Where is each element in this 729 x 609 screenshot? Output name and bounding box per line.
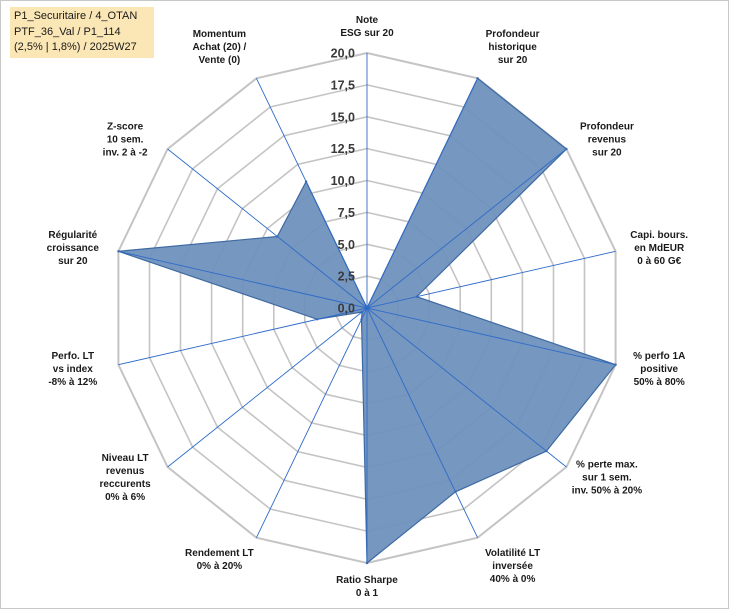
axis-label-line: Achat (20) / bbox=[192, 42, 246, 53]
tick-label-8: 20,0 bbox=[331, 47, 355, 61]
axis-label-line: Rendement LT bbox=[185, 548, 254, 559]
header-line-2: PTF_36_Val / P1_114 bbox=[14, 25, 121, 38]
axis-label-9: Niveau LT revenus reccurents 0% à 6% bbox=[100, 453, 152, 503]
tick-label-0: 0,0 bbox=[338, 302, 355, 316]
axis-label-line: sur 20 bbox=[498, 55, 528, 66]
spoke-8 bbox=[255, 307, 368, 538]
axis-label-5: % perte max. sur 1 sem. inv. 50% à 20% bbox=[572, 460, 643, 497]
header-line-3: (2,5% | 1,8%) / 2025W27 bbox=[14, 41, 137, 53]
spoke-9 bbox=[167, 307, 368, 468]
axis-label-line: ESG sur 20 bbox=[340, 28, 394, 39]
tick-label-7: 17,5 bbox=[331, 78, 355, 92]
axis-label-line: % perte max. bbox=[576, 460, 638, 471]
axis-label-line: historique bbox=[488, 42, 537, 53]
axis-label-line: Ratio Sharpe bbox=[336, 575, 398, 586]
spoke-6 bbox=[366, 307, 479, 538]
axis-label-line: sur 20 bbox=[58, 256, 88, 267]
axis-label-line: 0 à 60 G€ bbox=[637, 256, 681, 267]
axis-label-line: 0% à 6% bbox=[105, 492, 145, 503]
spoke-5 bbox=[366, 307, 567, 468]
axis-label-line: reccurents bbox=[100, 479, 152, 490]
axis-label-6: Volatilité LT inversée 40% à 0% bbox=[485, 548, 540, 585]
axis-label-line: sur 1 sem. bbox=[582, 473, 632, 484]
axis-label-0: Note ESG sur 20 bbox=[340, 15, 394, 39]
axis-label-line: 10 sem. bbox=[107, 135, 144, 146]
axis-label-line: croissance bbox=[47, 243, 100, 254]
axis-label-2: Profondeur revenus sur 20 bbox=[580, 122, 634, 159]
axis-label-line: % perfo 1A bbox=[633, 351, 685, 362]
axis-label-line: Profondeur bbox=[580, 122, 634, 133]
axis-label-line: Momentum bbox=[193, 29, 246, 40]
spoke-1 bbox=[366, 78, 479, 309]
axis-label-line: 0% à 20% bbox=[197, 561, 243, 572]
spoke-11 bbox=[118, 250, 368, 309]
spoke-12 bbox=[167, 148, 368, 309]
axis-label-line: en MdEUR bbox=[634, 243, 685, 254]
tick-label-4: 10,0 bbox=[331, 174, 355, 188]
tick-label-3: 7,5 bbox=[338, 206, 355, 220]
axis-label-line: sur 20 bbox=[592, 148, 622, 159]
tick-label-2: 5,0 bbox=[338, 238, 355, 252]
axis-label-13: Momentum Achat (20) / Vente (0) bbox=[192, 29, 246, 66]
axis-label-line: inversée bbox=[492, 561, 533, 572]
axis-label-line: Z-score bbox=[107, 122, 144, 133]
spoke-3 bbox=[366, 250, 616, 309]
axis-label-line: Vente (0) bbox=[199, 55, 241, 66]
axis-label-line: positive bbox=[640, 364, 678, 375]
axis-label-8: Rendement LT 0% à 20% bbox=[185, 548, 254, 572]
axis-label-line: 50% à 80% bbox=[634, 377, 685, 388]
axis-label-line: revenus bbox=[588, 135, 627, 146]
axis-label-line: Profondeur bbox=[486, 29, 540, 40]
axis-label-11: Régularité croissance sur 20 bbox=[47, 230, 100, 267]
axis-label-line: inv. 50% à 20% bbox=[572, 486, 643, 497]
axis-label-line: Capi. bours. bbox=[630, 230, 688, 241]
axis-label-7: Ratio Sharpe 0 à 1 bbox=[336, 575, 398, 599]
header-line-1: P1_Securitaire / 4_OTAN bbox=[14, 10, 138, 22]
axis-label-line: Niveau LT bbox=[102, 453, 149, 464]
axis-label-line: Note bbox=[356, 15, 379, 26]
axis-label-line: Perfo. LT bbox=[52, 351, 95, 362]
axis-label-12: Z-score 10 sem. inv. 2 à -2 bbox=[103, 122, 148, 159]
tick-label-6: 15,0 bbox=[331, 110, 355, 124]
chart-header-box: P1_Securitaire / 4_OTAN PTF_36_Val / P1_… bbox=[10, 7, 154, 58]
spoke-2 bbox=[366, 148, 567, 309]
axis-label-1: Profondeur historique sur 20 bbox=[486, 29, 540, 66]
spoke-10 bbox=[118, 307, 368, 366]
axis-label-line: Volatilité LT bbox=[485, 548, 540, 559]
spoke-4 bbox=[366, 307, 616, 366]
axis-label-line: vs index bbox=[53, 364, 93, 375]
axis-label-line: 40% à 0% bbox=[490, 574, 536, 585]
axis-label-10: Perfo. LT vs index -8% à 12% bbox=[48, 351, 97, 388]
tick-label-1: 2,5 bbox=[338, 270, 355, 284]
axis-label-4: % perfo 1A positive 50% à 80% bbox=[633, 351, 685, 388]
spoke-13 bbox=[255, 78, 368, 309]
axis-label-line: Régularité bbox=[48, 230, 97, 241]
axis-label-3: Capi. bours. en MdEUR 0 à 60 G€ bbox=[630, 230, 688, 267]
tick-label-5: 12,5 bbox=[331, 142, 355, 156]
axis-label-line: inv. 2 à -2 bbox=[103, 148, 148, 159]
axis-label-line: revenus bbox=[106, 466, 145, 477]
axis-label-line: -8% à 12% bbox=[48, 377, 97, 388]
axis-label-line: 0 à 1 bbox=[356, 588, 379, 599]
